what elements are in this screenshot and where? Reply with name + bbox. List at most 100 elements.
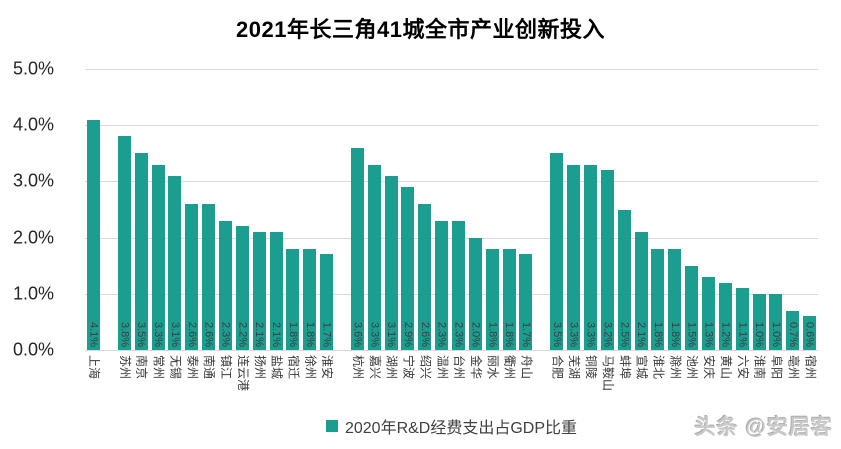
bar-slot: 1.8% 宿迁	[284, 69, 301, 379]
x-axis-city-label: 黄山	[718, 355, 733, 380]
bar-value-label: 3.6%	[351, 321, 364, 347]
x-axis-city-label: 舟山	[519, 355, 534, 380]
bar-value-label: 2.6%	[202, 321, 215, 347]
y-axis-tick-label: 2.0%	[12, 227, 54, 248]
x-axis-city-label: 合肥	[550, 355, 565, 380]
bar-value-label: 2.3%	[435, 321, 448, 347]
bar-slot: 3.3% 铜陵	[582, 69, 599, 379]
x-axis-city-label: 南通	[202, 355, 217, 380]
y-axis-tick-label: 3.0%	[12, 170, 54, 191]
bar-value-label: 3.8%	[118, 321, 131, 347]
bar-slot: 2.6% 绍兴	[416, 69, 433, 379]
province-group: 4.1% 上海	[85, 69, 102, 379]
x-axis-city-label: 无锡	[168, 355, 183, 380]
chart-title: 2021年长三角41城全市产业创新投入	[236, 17, 605, 42]
bar	[668, 248, 682, 350]
bar	[168, 175, 182, 350]
bar	[583, 164, 597, 350]
x-axis-city-label: 六安	[735, 355, 750, 380]
x-axis-city-label: 芜湖	[567, 355, 582, 380]
x-axis-city-label: 南京	[134, 355, 149, 380]
bar-value-label: 1.1%	[736, 321, 749, 347]
bar-value-label: 1.2%	[719, 321, 732, 347]
x-axis-city-label: 淮南	[752, 355, 767, 380]
x-axis-city-label: 宣城	[634, 355, 649, 380]
gridline	[85, 350, 818, 351]
bar	[786, 310, 800, 350]
bar	[600, 170, 614, 350]
gridline	[85, 181, 818, 183]
bar-slot: 1.8% 滁州	[666, 69, 683, 379]
bar-value-label: 1.8%	[651, 321, 664, 347]
bar	[735, 288, 749, 350]
bar-value-label: 2.1%	[270, 321, 283, 347]
bar-slot: 1.8% 徐州	[301, 69, 318, 379]
bar-value-label: 3.3%	[567, 321, 580, 347]
bar	[803, 316, 817, 350]
bar-slot: 1.0% 阜阳	[768, 69, 785, 379]
x-axis-city-label: 阜阳	[769, 355, 784, 380]
bar-value-label: 3.3%	[152, 321, 165, 347]
bar	[485, 248, 499, 350]
bar	[452, 220, 466, 350]
bar-slot: 2.3% 温州	[433, 69, 450, 379]
bar	[752, 293, 766, 350]
bar-value-label: 3.5%	[135, 321, 148, 347]
bar	[117, 136, 131, 350]
x-axis-city-label: 铜陵	[584, 355, 599, 380]
x-axis-city-label: 亳州	[786, 355, 801, 380]
bar-value-label: 2.6%	[185, 321, 198, 347]
bar	[685, 265, 699, 350]
bar	[235, 226, 249, 350]
bar-slot: 3.3% 常州	[150, 69, 167, 379]
bar	[202, 203, 216, 350]
bar	[86, 119, 100, 350]
bar-value-label: 1.5%	[685, 321, 698, 347]
x-axis-city-label: 衢州	[502, 355, 517, 380]
bar-value-label: 2.5%	[618, 321, 631, 347]
x-axis-city-label: 绍兴	[418, 355, 433, 380]
bar-slot: 2.6% 泰州	[183, 69, 200, 379]
gridline	[85, 293, 818, 295]
bar-slot: 2.3% 镇江	[217, 69, 234, 379]
bar-slot: 3.6% 杭州	[349, 69, 366, 379]
gridline	[85, 69, 818, 70]
x-axis-city-label: 蚌埠	[617, 355, 632, 380]
bar-slot: 2.5% 蚌埠	[616, 69, 633, 379]
bar	[384, 175, 398, 350]
bar	[702, 276, 715, 350]
y-axis-tick-label: 4.0%	[12, 114, 54, 135]
bar-value-label: 3.3%	[368, 321, 381, 347]
bar-value-label: 1.3%	[702, 321, 715, 347]
x-axis-city-label: 宿迁	[286, 355, 301, 380]
bar	[269, 231, 283, 350]
x-axis-city-label: 淮安	[320, 355, 335, 380]
bar-slot: 0.6% 宿州	[801, 69, 818, 379]
bar-slot: 3.8% 苏州	[116, 69, 133, 379]
province-group: 3.5% 合肥 3.3% 芜湖 3.3% 铜陵 3.2% 马鞍山 2.5% 蚌埠 2.1% 宣城 1.8…	[548, 69, 818, 391]
bar	[252, 231, 266, 350]
bar-value-label: 2.3%	[219, 321, 232, 347]
bar	[617, 209, 631, 350]
bar-value-label: 3.3%	[584, 321, 597, 347]
x-axis-city-label: 丽水	[485, 355, 500, 380]
bar-slot: 1.5% 池州	[683, 69, 700, 379]
bar-slot: 2.6% 南通	[200, 69, 217, 379]
bar	[185, 203, 199, 350]
x-axis-city-label: 宁波	[401, 355, 416, 380]
bar-value-label: 2.0%	[469, 321, 482, 347]
x-axis-city-label: 常州	[151, 355, 166, 380]
bar-slot: 1.2% 黄山	[717, 69, 734, 379]
x-axis-city-label: 镇江	[219, 355, 234, 380]
bar	[350, 147, 364, 350]
x-axis-city-label: 扬州	[252, 355, 267, 380]
bar-value-label: 2.3%	[452, 321, 465, 347]
bar	[401, 187, 415, 350]
bar	[367, 164, 381, 350]
bar-value-label: 2.2%	[236, 321, 249, 347]
bar-value-label: 2.1%	[635, 321, 648, 347]
bar-value-label: 1.0%	[753, 321, 766, 347]
plot-area: 4.1% 上海 3.8% 苏州 3.5% 南京 3.3% 常州 3.1% 无锡 2.6% 泰州 2.6%…	[85, 69, 818, 391]
bar-value-label: 0.6%	[803, 321, 816, 347]
province-group: 3.8% 苏州 3.5% 南京 3.3% 常州 3.1% 无锡 2.6% 泰州 2.6% 南通 2.3%…	[116, 69, 335, 391]
